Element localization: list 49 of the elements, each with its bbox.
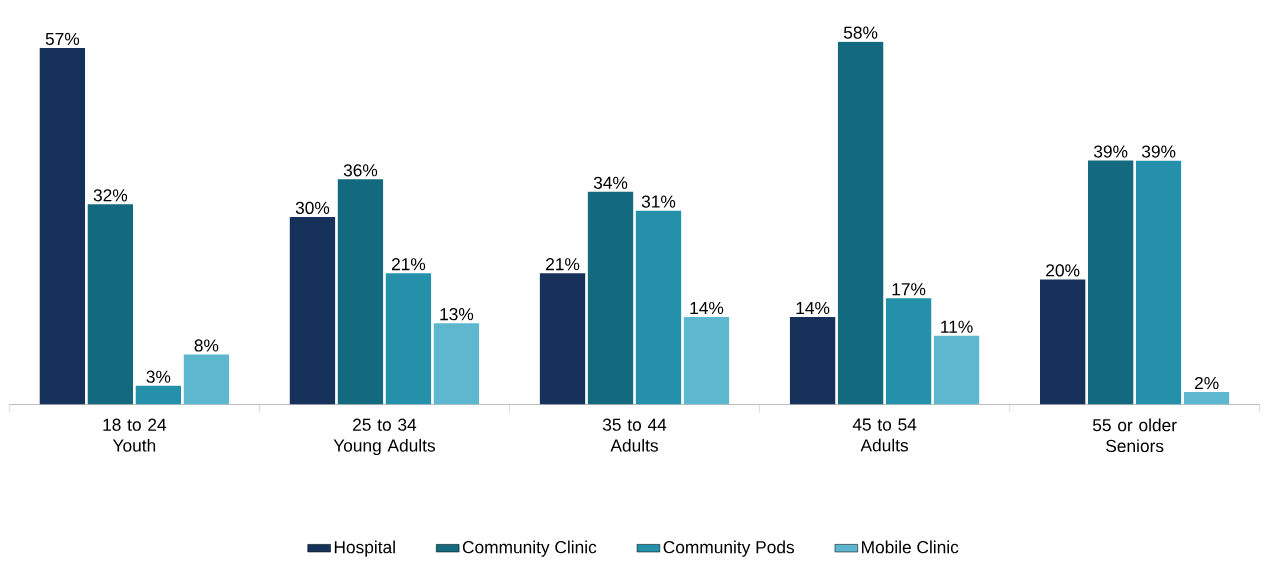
- bar: [87, 204, 134, 405]
- bar: [1135, 160, 1182, 405]
- bar: [885, 298, 932, 405]
- data-label: 39%: [1141, 145, 1176, 158]
- bar: [539, 273, 586, 405]
- data-label: 13%: [440, 308, 474, 321]
- data-label: 8%: [194, 339, 219, 352]
- x-tick-label: 35 to 44 Adults: [602, 418, 667, 452]
- bar: [1087, 160, 1134, 405]
- data-label: 20%: [1046, 264, 1080, 277]
- data-label: 21%: [546, 258, 580, 271]
- legend-label: Community Clinic: [462, 540, 597, 557]
- data-label: 21%: [391, 258, 426, 271]
- x-tick-label: 45 to 54 Adults: [852, 418, 917, 452]
- data-label: 2%: [1194, 377, 1219, 390]
- legend-label: Community Pods: [663, 540, 795, 557]
- bar: [587, 192, 634, 405]
- bar: [183, 354, 230, 405]
- bar: [289, 217, 336, 405]
- legend-label: Mobile Clinic: [862, 540, 959, 554]
- bar: [837, 41, 884, 405]
- bar: [135, 386, 182, 405]
- data-label: 11%: [941, 320, 973, 334]
- bar: [337, 179, 384, 405]
- data-label: 34%: [593, 176, 628, 190]
- x-tick-label: 25 to 34 Young Adults: [333, 418, 436, 456]
- bar: [1040, 279, 1086, 405]
- data-label: 3%: [146, 370, 171, 384]
- data-label: 32%: [93, 189, 128, 202]
- legend-label: Hospital: [334, 540, 395, 557]
- bar: [933, 335, 980, 405]
- data-label: 30%: [295, 201, 330, 215]
- data-label: 39%: [1093, 145, 1128, 158]
- bar: [385, 273, 432, 405]
- data-label: 31%: [641, 195, 676, 208]
- data-label: 14%: [796, 302, 830, 315]
- bar: [39, 48, 86, 405]
- x-tick-label: 18 to 24 Youth: [103, 418, 167, 452]
- bar: [683, 317, 730, 405]
- data-label: 36%: [343, 164, 378, 177]
- data-label: 58%: [843, 26, 878, 40]
- bar: [1183, 392, 1230, 405]
- x-tick-label: 55 or older Seniors: [1092, 418, 1177, 453]
- data-label: 14%: [690, 302, 724, 315]
- bar: [635, 210, 682, 405]
- bar: [433, 323, 480, 405]
- data-label: 17%: [892, 283, 926, 296]
- bar: [789, 317, 836, 405]
- data-label: 57%: [45, 33, 80, 46]
